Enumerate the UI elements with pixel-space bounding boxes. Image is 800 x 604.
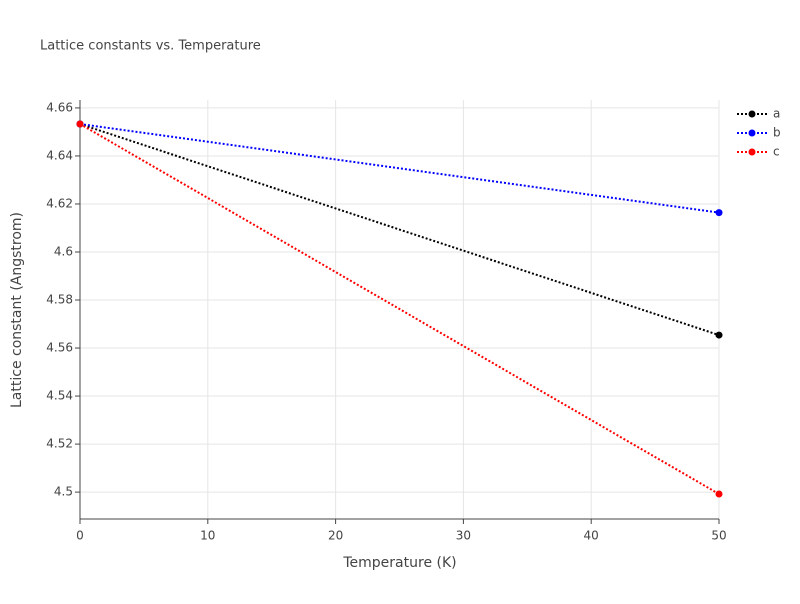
- y-tick-label: 4.62: [46, 196, 73, 210]
- x-tick-label: 40: [584, 529, 599, 543]
- point: [76, 120, 84, 128]
- y-tick-label: 4.54: [46, 389, 73, 403]
- series-line: [79, 123, 720, 214]
- legend-marker: [748, 110, 756, 118]
- y-tick-label: 4.5: [54, 485, 73, 499]
- legend-label: a: [773, 107, 780, 121]
- x-axis-label: Temperature (K): [342, 555, 456, 571]
- legend-marker: [748, 148, 756, 156]
- chart-title: Lattice constants vs. Temperature: [40, 39, 261, 54]
- series-line: [79, 123, 720, 495]
- point: [715, 209, 723, 217]
- y-tick-label: 4.64: [46, 148, 73, 162]
- y-axis-label: Lattice constant (Angstrom): [9, 212, 25, 408]
- series-line: [79, 123, 720, 337]
- y-tick-label: 4.56: [46, 341, 73, 355]
- x-tick-label: 20: [328, 529, 343, 543]
- point: [715, 331, 723, 339]
- legend-label: c: [773, 145, 780, 159]
- point: [715, 490, 723, 498]
- x-tick-label: 0: [76, 529, 84, 543]
- x-tick-label: 30: [456, 529, 471, 543]
- y-tick-label: 4.6: [54, 244, 73, 258]
- x-tick-label: 10: [200, 529, 215, 543]
- x-tick-label: 50: [711, 529, 726, 543]
- legend-label: b: [773, 126, 781, 140]
- y-tick-label: 4.52: [46, 437, 73, 451]
- y-tick-label: 4.66: [46, 100, 73, 114]
- y-tick-label: 4.58: [46, 293, 73, 307]
- legend-marker: [748, 129, 756, 137]
